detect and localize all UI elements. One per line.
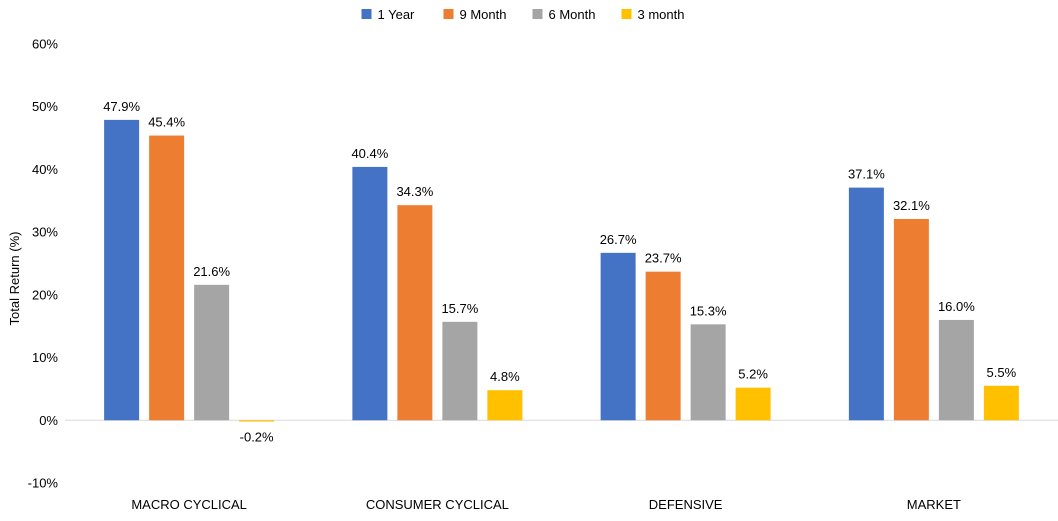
bar-9-month-3 <box>893 218 929 421</box>
data-label: 15.7% <box>441 301 478 316</box>
y-tick-label: 30% <box>32 225 58 240</box>
legend-swatch <box>361 9 372 19</box>
data-label: 16.0% <box>938 299 975 314</box>
y-tick-label: 60% <box>32 37 58 52</box>
bar-6-month-0 <box>194 284 230 421</box>
legend-swatch <box>621 9 632 19</box>
data-label: 47.9% <box>103 99 140 114</box>
data-label: 5.2% <box>738 367 768 382</box>
y-tick-label: -10% <box>28 476 59 491</box>
data-label: 45.4% <box>148 115 185 130</box>
data-label: -0.2% <box>240 430 274 445</box>
data-label: 32.1% <box>893 198 930 213</box>
y-tick-label: 10% <box>32 350 58 365</box>
x-category-label: MACRO CYCLICAL <box>131 497 247 512</box>
data-label: 26.7% <box>600 232 637 247</box>
bars <box>104 119 1019 422</box>
legend-label: 3 month <box>638 7 685 22</box>
data-label: 40.4% <box>351 146 388 161</box>
x-category-label: DEFENSIVE <box>649 497 723 512</box>
y-tick-label: 0% <box>39 413 58 428</box>
data-label: 34.3% <box>396 184 433 199</box>
bar-1-year-1 <box>352 166 388 421</box>
data-label: 15.3% <box>690 303 727 318</box>
bar-6-month-1 <box>442 321 478 421</box>
y-tick-label: 40% <box>32 162 58 177</box>
x-axis: MACRO CYCLICAL CONSUMER CYCLICAL DEFENSIVE… <box>131 497 961 512</box>
bar-9-month-0 <box>149 135 185 421</box>
bar-9-month-2 <box>645 271 681 421</box>
data-label: 4.8% <box>490 369 520 384</box>
legend: 1 Year 9 Month 6 Month 3 month <box>361 7 685 22</box>
data-labels: 47.9% 45.4% 21.6% -0.2% 40.4% 34.3% 15.7% 4.8% 2… <box>103 99 1016 445</box>
bar-6-month-2 <box>690 324 726 421</box>
y-tick-label: 20% <box>32 287 58 302</box>
bar-1-year-2 <box>600 252 636 421</box>
legend-label: 6 Month <box>549 7 596 22</box>
data-label: 37.1% <box>848 167 885 182</box>
bar-3-month-1 <box>487 390 523 421</box>
bar-1-year-0 <box>104 119 140 421</box>
bar-3-month-2 <box>735 387 771 421</box>
bar-3-month-0 <box>239 420 275 422</box>
bar-9-month-1 <box>397 205 433 421</box>
data-label: 23.7% <box>645 251 682 266</box>
y-axis: -10% 0% 10% 20% 30% 40% 50% 60% <box>28 37 59 491</box>
legend-label: 1 Year <box>378 7 416 22</box>
data-label: 21.6% <box>193 264 230 279</box>
y-tick-label: 50% <box>32 99 58 114</box>
legend-swatch <box>532 9 543 19</box>
bar-1-year-3 <box>848 187 884 421</box>
x-category-label: MARKET <box>907 497 961 512</box>
data-label: 5.5% <box>987 365 1017 380</box>
legend-swatch <box>443 9 454 19</box>
x-category-label: CONSUMER CYCLICAL <box>366 497 509 512</box>
y-axis-label: Total Return (%) <box>7 232 22 326</box>
bar-6-month-3 <box>938 319 974 421</box>
bar-3-month-3 <box>983 385 1019 421</box>
legend-label: 9 Month <box>460 7 507 22</box>
